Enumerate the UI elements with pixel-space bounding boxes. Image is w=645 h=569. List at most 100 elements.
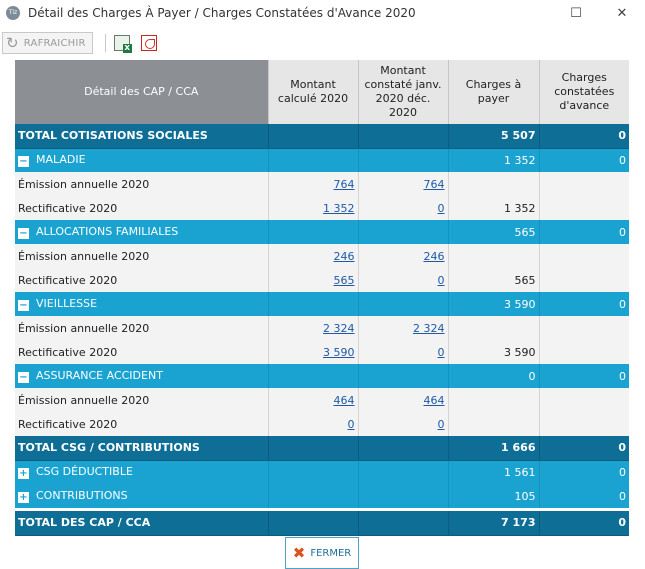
row-label-cell: TOTAL DES CAP / CCA [15, 511, 269, 536]
cell-cap: 1 561 [448, 460, 540, 484]
amount-link[interactable]: 2 324 [323, 321, 355, 335]
collapse-icon[interactable]: − [18, 156, 29, 168]
amount-link[interactable]: 0 [437, 345, 445, 359]
detail-row: Rectificative 2020 0 0 [15, 412, 629, 436]
amount-link[interactable]: 565 [333, 273, 355, 287]
amount-link[interactable]: 0 [437, 201, 445, 215]
cell-const: 246 [358, 244, 449, 268]
row-label-cell: Rectificative 2020 [15, 196, 269, 220]
row-spacer [15, 508, 629, 511]
row-label-cell: TOTAL COTISATIONS SOCIALES [15, 124, 269, 149]
group-row: − MALADIE 1 352 0 [15, 148, 629, 172]
row-label: Rectificative 2020 [18, 345, 118, 359]
amount-link[interactable]: 1 352 [323, 201, 355, 215]
cell-calc [268, 484, 359, 508]
cell-const: 764 [358, 172, 449, 196]
detail-row: Émission annuelle 2020 2 324 2 324 [15, 316, 629, 340]
expand-icon[interactable]: + [18, 492, 29, 503]
row-label-cell: + CONTRIBUTIONS [15, 484, 269, 508]
row-label: CSG DÉDUCTIBLE [36, 465, 133, 479]
row-label: TOTAL CSG / CONTRIBUTIONS [18, 441, 200, 455]
cell-calc [268, 436, 359, 461]
amount-link[interactable]: 464 [333, 393, 355, 407]
expand-icon[interactable]: + [18, 468, 29, 480]
cell-const [358, 148, 449, 172]
row-label: TOTAL DES CAP / CCA [18, 516, 151, 530]
group-row: + CONTRIBUTIONS 105 0 [15, 484, 629, 508]
cell-const [358, 436, 449, 461]
row-label: VIEILLESSE [36, 297, 98, 310]
cell-cca: 0 [539, 460, 629, 484]
row-label: TOTAL COTISATIONS SOCIALES [18, 129, 208, 143]
row-label: ASSURANCE ACCIDENT [36, 369, 163, 382]
amount-link[interactable]: 2 324 [413, 321, 445, 335]
cell-cap: 3 590 [448, 340, 540, 364]
cell-calc [268, 220, 359, 244]
cell-const [358, 292, 449, 316]
col-header-montant-calcule: Montant calculé 2020 [268, 60, 359, 124]
amount-link[interactable]: 764 [423, 177, 445, 191]
maximize-button[interactable]: ☐ [570, 5, 582, 21]
refresh-button[interactable]: ↻ RAFRAICHIR [2, 32, 93, 54]
row-label-cell: Émission annuelle 2020 [15, 388, 269, 412]
amount-link[interactable]: 464 [423, 393, 445, 407]
close-window-button[interactable]: ✕ [616, 5, 628, 21]
amount-link[interactable]: 246 [333, 249, 355, 263]
amount-link[interactable]: 0 [347, 417, 355, 431]
collapse-icon[interactable]: − [18, 372, 29, 383]
cell-cap: 3 590 [448, 292, 540, 316]
group-row: − ALLOCATIONS FAMILIALES 565 0 [15, 220, 629, 244]
row-label: MALADIE [36, 153, 86, 167]
detail-row: Rectificative 2020 1 352 0 1 352 [15, 196, 629, 220]
amount-link[interactable]: 0 [437, 417, 445, 431]
amount-link[interactable]: 764 [333, 177, 355, 191]
detail-row: Émission annuelle 2020 246 246 [15, 244, 629, 268]
amount-link[interactable]: 3 590 [323, 345, 355, 359]
cell-calc [268, 148, 359, 172]
cell-calc: 464 [268, 388, 359, 412]
group-row: − ASSURANCE ACCIDENT 0 0 [15, 364, 629, 388]
collapse-icon[interactable]: − [18, 228, 29, 239]
cell-cap: 565 [448, 268, 540, 292]
cell-const: 0 [358, 412, 449, 436]
detail-row: Émission annuelle 2020 464 464 [15, 388, 629, 412]
cell-cap: 7 173 [448, 511, 540, 536]
row-label: Émission annuelle 2020 [18, 393, 150, 407]
close-button[interactable]: ✖ FERMER [285, 537, 359, 569]
app-icon: Tiz [6, 6, 20, 20]
total-row: TOTAL DES CAP / CCA 7 173 0 [15, 511, 629, 536]
amount-link[interactable]: 246 [423, 249, 445, 263]
cell-calc [268, 124, 359, 149]
cell-cca: 0 [539, 511, 629, 536]
row-label-cell: Émission annuelle 2020 [15, 244, 269, 268]
cell-cap: 0 [448, 364, 540, 388]
col-header-montant-constate: Montant constaté janv. 2020 déc. 2020 [358, 60, 449, 124]
toolbar: ↻ RAFRAICHIR [0, 26, 645, 60]
cell-cca [539, 316, 629, 340]
cell-const [358, 364, 449, 388]
table-header-row: Détail des CAP / CCA Montant calculé 202… [15, 60, 629, 124]
cell-calc [268, 292, 359, 316]
row-label-cell: Émission annuelle 2020 [15, 316, 269, 340]
cell-const [358, 220, 449, 244]
cell-cca [539, 412, 629, 436]
toolbar-separator [104, 34, 106, 52]
cell-calc [268, 364, 359, 388]
collapse-icon[interactable]: − [18, 300, 29, 311]
amount-link[interactable]: 0 [437, 273, 445, 287]
cell-const [358, 460, 449, 484]
cell-cca: 0 [539, 124, 629, 149]
row-label-cell: Rectificative 2020 [15, 412, 269, 436]
export-excel-icon[interactable] [113, 35, 132, 53]
close-icon: ✖ [292, 544, 306, 562]
group-row: + CSG DÉDUCTIBLE 1 561 0 [15, 460, 629, 484]
row-label: CONTRIBUTIONS [36, 489, 128, 502]
cell-cca [539, 172, 629, 196]
row-label-cell: + CSG DÉDUCTIBLE [15, 460, 269, 484]
cell-cap: 105 [448, 484, 540, 508]
cell-cca [539, 196, 629, 220]
export-pdf-icon[interactable] [140, 35, 157, 51]
cell-calc: 0 [268, 412, 359, 436]
cell-cca: 0 [539, 220, 629, 244]
